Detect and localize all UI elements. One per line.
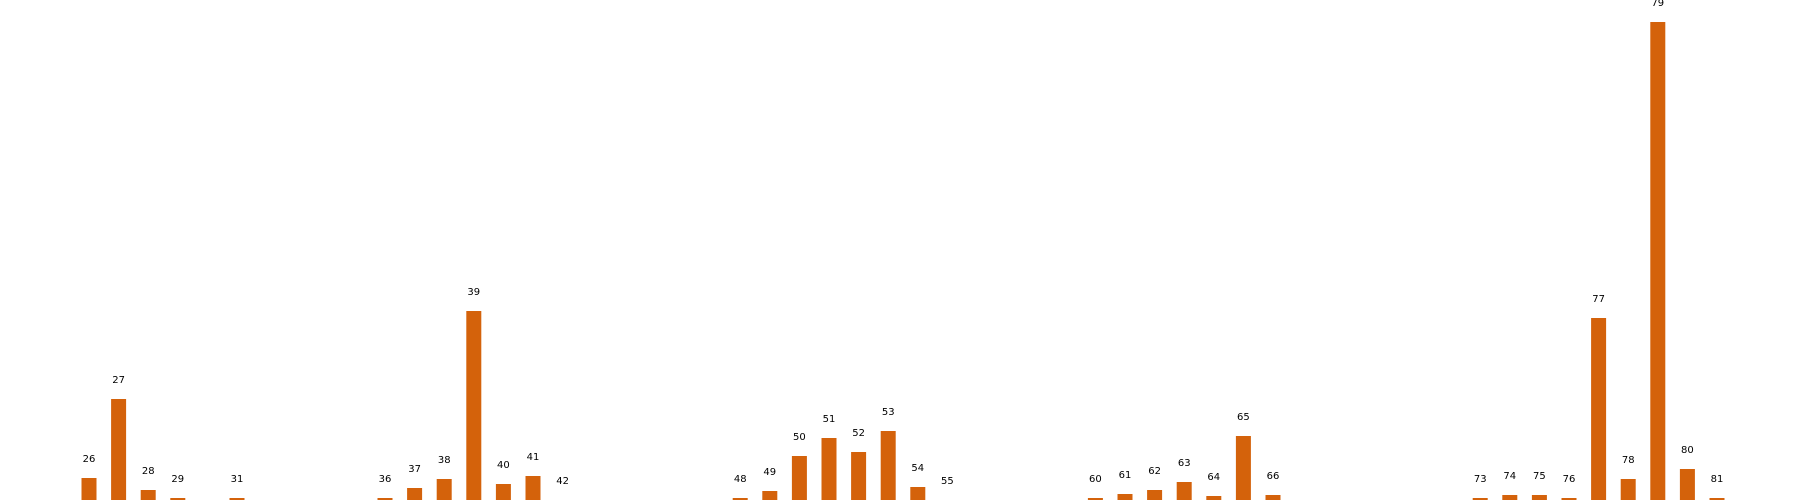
bar-label-74: 74 <box>1503 471 1516 482</box>
bar-label-26: 26 <box>83 454 96 465</box>
bar-38 <box>436 479 452 500</box>
bar-label-78: 78 <box>1622 455 1635 466</box>
bar-63 <box>1176 482 1192 500</box>
bar-label-40: 40 <box>497 460 510 471</box>
bar-79 <box>1650 22 1666 500</box>
bar-81 <box>1709 498 1725 500</box>
bar-label-81: 81 <box>1711 474 1724 485</box>
bars-group <box>81 22 1725 500</box>
bar-53 <box>880 431 896 500</box>
bar-39 <box>466 311 482 500</box>
bar-52 <box>851 452 867 500</box>
bar-label-49: 49 <box>763 467 776 478</box>
bar-29 <box>170 498 186 500</box>
bar-label-38: 38 <box>438 455 451 466</box>
bar-62 <box>1147 490 1163 500</box>
bar-50 <box>791 456 807 500</box>
bar-label-76: 76 <box>1563 474 1576 485</box>
bar-label-37: 37 <box>408 464 421 475</box>
bar-66 <box>1265 495 1281 500</box>
bar-74 <box>1502 495 1518 500</box>
bar-label-54: 54 <box>911 463 924 474</box>
bar-label-42: 42 <box>556 476 569 487</box>
bar-label-55: 55 <box>941 476 954 487</box>
bar-label-29: 29 <box>171 474 184 485</box>
bar-41 <box>525 476 541 500</box>
bar-label-52: 52 <box>852 428 865 439</box>
bar-label-77: 77 <box>1592 294 1605 305</box>
bar-37 <box>407 488 423 500</box>
bar-48 <box>732 498 748 500</box>
bar-54 <box>910 487 926 500</box>
bar-77 <box>1591 318 1607 500</box>
bar-label-41: 41 <box>527 452 540 463</box>
bar-label-27: 27 <box>112 375 125 386</box>
bar-78 <box>1620 479 1636 500</box>
bar-49 <box>762 491 778 500</box>
bar-label-62: 62 <box>1148 466 1161 477</box>
bar-label-61: 61 <box>1119 470 1132 481</box>
bar-80 <box>1679 469 1695 500</box>
bar-label-51: 51 <box>823 414 836 425</box>
bar-label-63: 63 <box>1178 458 1191 469</box>
bar-label-80: 80 <box>1681 445 1694 456</box>
bar-75 <box>1531 495 1547 500</box>
bar-label-50: 50 <box>793 432 806 443</box>
bar-36 <box>377 498 393 500</box>
bar-60 <box>1087 498 1103 500</box>
bar-label-53: 53 <box>882 407 895 418</box>
bar-61 <box>1117 494 1133 500</box>
bar-64 <box>1206 496 1222 500</box>
bar-40 <box>495 484 511 500</box>
bar-label-75: 75 <box>1533 471 1546 482</box>
bar-label-64: 64 <box>1207 472 1220 483</box>
bar-label-36: 36 <box>379 474 392 485</box>
bar-31 <box>229 498 245 500</box>
bar-label-28: 28 <box>142 466 155 477</box>
bar-51 <box>821 438 837 500</box>
bar-label-48: 48 <box>734 474 747 485</box>
bar-label-79: 79 <box>1651 0 1664 9</box>
bar-label-31: 31 <box>231 474 244 485</box>
bar-65 <box>1235 436 1251 500</box>
bar-28 <box>140 490 156 500</box>
bar-76 <box>1561 498 1577 500</box>
value-labels-group: 26 27 28 29 31 36 37 38 39 40 41 42 48 49 50 51 52 53 54 55… <box>83 0 1724 487</box>
bar-27 <box>111 399 127 500</box>
bar-label-73: 73 <box>1474 474 1487 485</box>
bar-26 <box>81 478 97 500</box>
bar-73 <box>1472 498 1488 500</box>
bar-label-65: 65 <box>1237 412 1250 423</box>
bar-label-66: 66 <box>1267 471 1280 482</box>
bar-label-60: 60 <box>1089 474 1102 485</box>
bar-label-39: 39 <box>467 287 480 298</box>
